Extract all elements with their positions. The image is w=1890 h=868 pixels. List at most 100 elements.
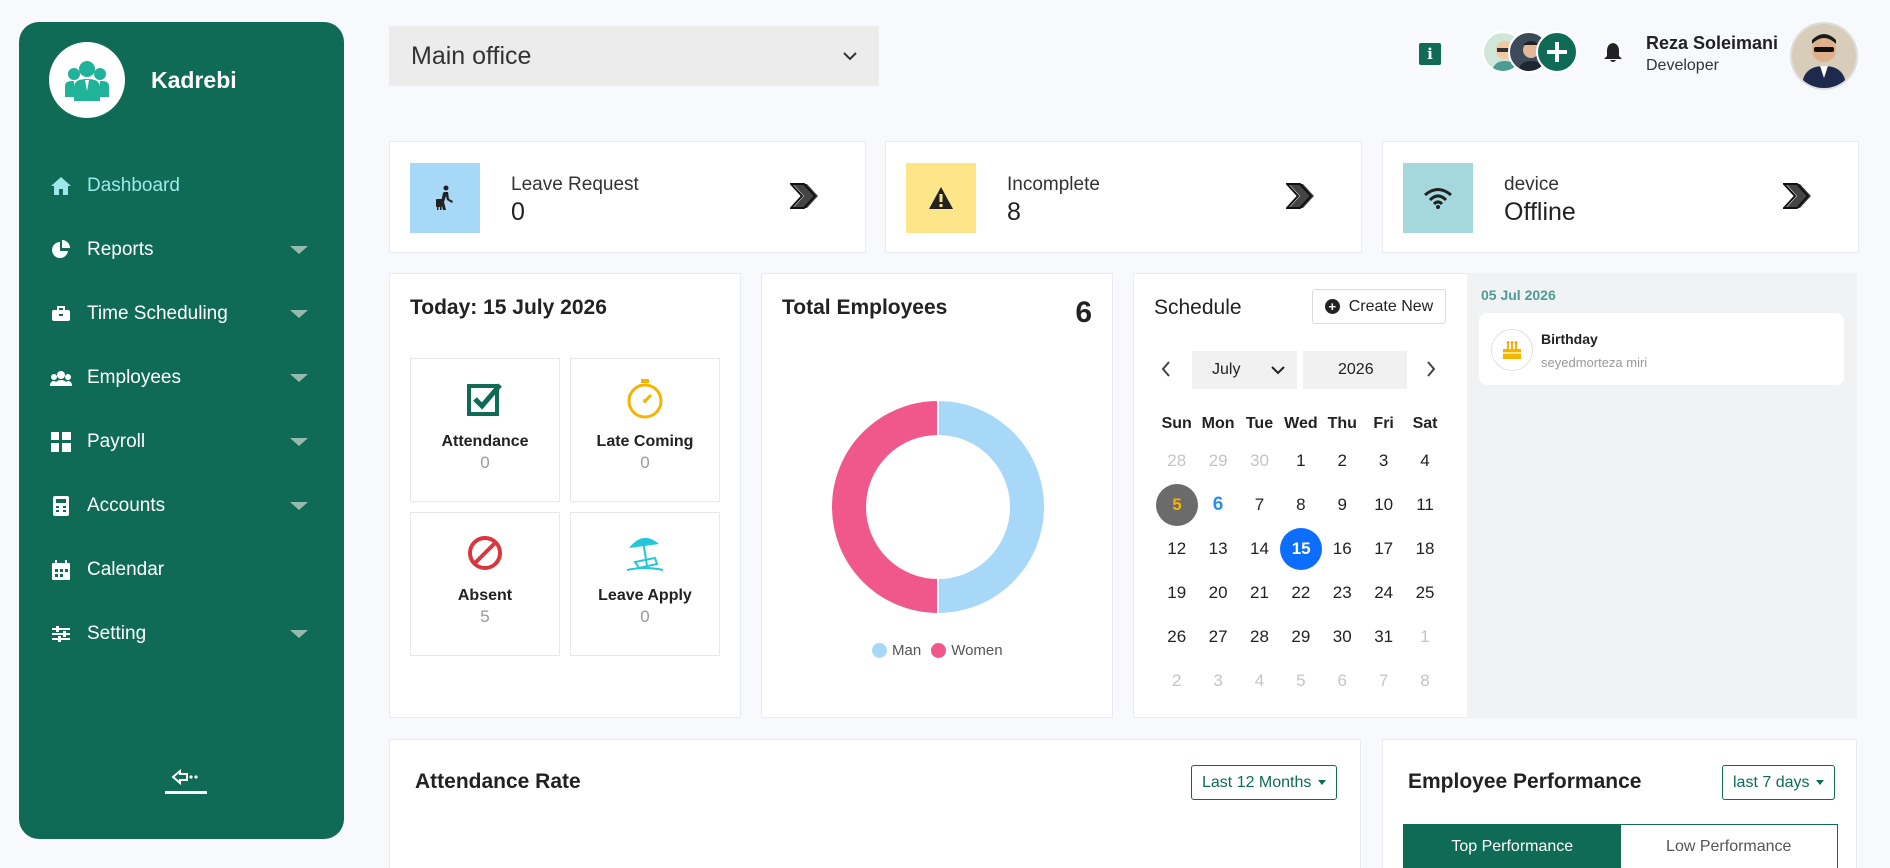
calendar-day[interactable]: 19 [1156, 572, 1197, 614]
weekday-label: Sun [1161, 415, 1192, 432]
calendar-day[interactable]: 21 [1239, 572, 1280, 614]
calendar-day[interactable]: 8 [1404, 660, 1445, 702]
calendar-day[interactable]: 13 [1197, 528, 1238, 570]
calendar-day[interactable]: 23 [1322, 572, 1363, 614]
stat-card-leave-request[interactable]: Leave Request 0 [389, 141, 866, 253]
calendar-day[interactable]: 3 [1363, 440, 1404, 482]
calendar-day[interactable]: 11 [1404, 484, 1445, 526]
calendar-day[interactable]: 5 [1156, 484, 1198, 526]
month-select[interactable]: July [1192, 351, 1297, 389]
sidebar-item-accounts[interactable]: Accounts [19, 474, 344, 538]
tile-leave-apply[interactable]: Leave Apply 0 [570, 512, 720, 656]
add-member-button[interactable] [1536, 31, 1578, 73]
caret-down-icon [1318, 780, 1327, 785]
calendar-day[interactable]: 27 [1197, 616, 1238, 658]
attendance-range-dropdown[interactable]: Last 12 Months [1191, 765, 1338, 800]
user-avatar[interactable] [1790, 22, 1858, 90]
stat-value: 8 [1007, 198, 1021, 226]
calendar-day[interactable]: 6 [1322, 660, 1363, 702]
chevron-down-icon[interactable] [290, 246, 308, 254]
chevron-right-icon[interactable] [1781, 181, 1813, 216]
calendar-day[interactable]: 20 [1197, 572, 1238, 614]
stat-card-device[interactable]: device Offline [1382, 141, 1859, 253]
office-select[interactable]: Main office [389, 26, 879, 86]
calendar-day-number: 3 [1213, 671, 1223, 690]
calendar-day[interactable]: 4 [1239, 660, 1280, 702]
calendar-day[interactable]: 22 [1280, 572, 1321, 614]
tile-late-coming[interactable]: Late Coming 0 [570, 358, 720, 502]
tab-top-performance[interactable]: Top Performance [1404, 825, 1621, 868]
calendar-day[interactable]: 10 [1363, 484, 1404, 526]
calendar-day[interactable]: 2 [1156, 660, 1197, 702]
chevron-right-icon[interactable] [1284, 181, 1316, 216]
calendar-day[interactable]: 9 [1322, 484, 1363, 526]
calendar-day[interactable]: 4 [1404, 440, 1445, 482]
calendar-day[interactable]: 17 [1363, 528, 1404, 570]
collapse-sidebar-button[interactable] [165, 769, 207, 803]
calendar-day[interactable]: 5 [1280, 660, 1321, 702]
calendar-day[interactable]: 1 [1280, 440, 1321, 482]
calendar-day[interactable]: 7 [1239, 484, 1280, 526]
prev-month-button[interactable] [1161, 360, 1171, 383]
calendar-day[interactable]: 3 [1197, 660, 1238, 702]
calendar-day[interactable]: 1 [1404, 616, 1445, 658]
event-card[interactable]: Birthday seyedmorteza miri [1479, 313, 1844, 385]
tile-absent[interactable]: Absent 5 [410, 512, 560, 656]
performance-tabs: Top Performance Low Performance [1403, 824, 1838, 868]
brand[interactable]: Kadrebi [49, 42, 237, 118]
calendar-day[interactable]: 16 [1322, 528, 1363, 570]
donut-slice-women[interactable] [830, 398, 939, 616]
user-name: Reza Soleimani [1646, 33, 1779, 53]
calendar-day[interactable]: 29 [1197, 440, 1238, 482]
chevron-down-icon[interactable] [290, 630, 308, 638]
stat-card-incomplete[interactable]: Incomplete 8 [885, 141, 1362, 253]
tab-low-performance[interactable]: Low Performance [1666, 837, 1792, 855]
sidebar-item-setting[interactable]: Setting [19, 602, 344, 666]
legend-item-women[interactable]: Women [931, 642, 1003, 659]
next-month-button[interactable] [1426, 360, 1436, 383]
chevron-down-icon[interactable] [290, 374, 308, 382]
performance-range-dropdown[interactable]: last 7 days [1722, 765, 1836, 800]
calendar-day-number: 7 [1378, 671, 1389, 690]
calendar-day[interactable]: 15 [1280, 528, 1323, 570]
calendar-day[interactable]: 18 [1404, 528, 1445, 570]
tile-label: Absent [457, 587, 513, 604]
calendar-day[interactable]: 29 [1280, 616, 1321, 658]
chevron-down-icon[interactable] [290, 438, 308, 446]
calendar-day[interactable]: 24 [1363, 572, 1404, 614]
calendar-day[interactable]: 28 [1239, 616, 1280, 658]
sidebar-item-reports[interactable]: Reports [19, 218, 344, 282]
calendar-day[interactable]: 30 [1322, 616, 1363, 658]
sidebar-item-calendar[interactable]: Calendar [19, 538, 344, 602]
create-new-button[interactable]: + Create New [1312, 289, 1446, 324]
bell-icon[interactable] [1603, 42, 1623, 69]
tile-attendance[interactable]: Attendance 0 [410, 358, 560, 502]
sidebar-item-time-scheduling[interactable]: Time Scheduling [19, 282, 344, 346]
calendar-day[interactable]: 6 [1197, 484, 1238, 526]
year-select[interactable]: 2026 [1303, 351, 1407, 389]
calendar-day[interactable]: 7 [1363, 660, 1404, 702]
donut-slice-man[interactable] [937, 398, 1046, 616]
calendar-day-number: 22 [1291, 583, 1311, 602]
calendar-day-number: 27 [1208, 627, 1228, 646]
sidebar-item-employees[interactable]: Employees [19, 346, 344, 410]
calendar-day[interactable]: 25 [1404, 572, 1445, 614]
sidebar-item-dashboard[interactable]: Dashboard [19, 154, 344, 218]
calendar-day[interactable]: 2 [1322, 440, 1363, 482]
info-icon[interactable]: i [1419, 43, 1441, 65]
calendar-day[interactable]: 30 [1239, 440, 1280, 482]
chevron-right-icon[interactable] [788, 181, 820, 216]
calendar-day[interactable]: 28 [1156, 440, 1197, 482]
calendar-day[interactable]: 26 [1156, 616, 1197, 658]
legend-item-man[interactable]: Man [872, 642, 921, 659]
calendar-day[interactable]: 14 [1239, 528, 1280, 570]
chevron-down-icon[interactable] [290, 502, 308, 510]
chevron-down-icon[interactable] [290, 310, 308, 318]
team-avatars[interactable] [1482, 31, 1578, 73]
calendar-day[interactable]: 31 [1363, 616, 1404, 658]
calendar-day[interactable]: 8 [1280, 484, 1321, 526]
weekday-label: Wed [1284, 415, 1318, 432]
user-info[interactable]: Reza Soleimani Developer [1646, 33, 1778, 75]
calendar-day[interactable]: 12 [1156, 528, 1197, 570]
sidebar-item-payroll[interactable]: Payroll [19, 410, 344, 474]
